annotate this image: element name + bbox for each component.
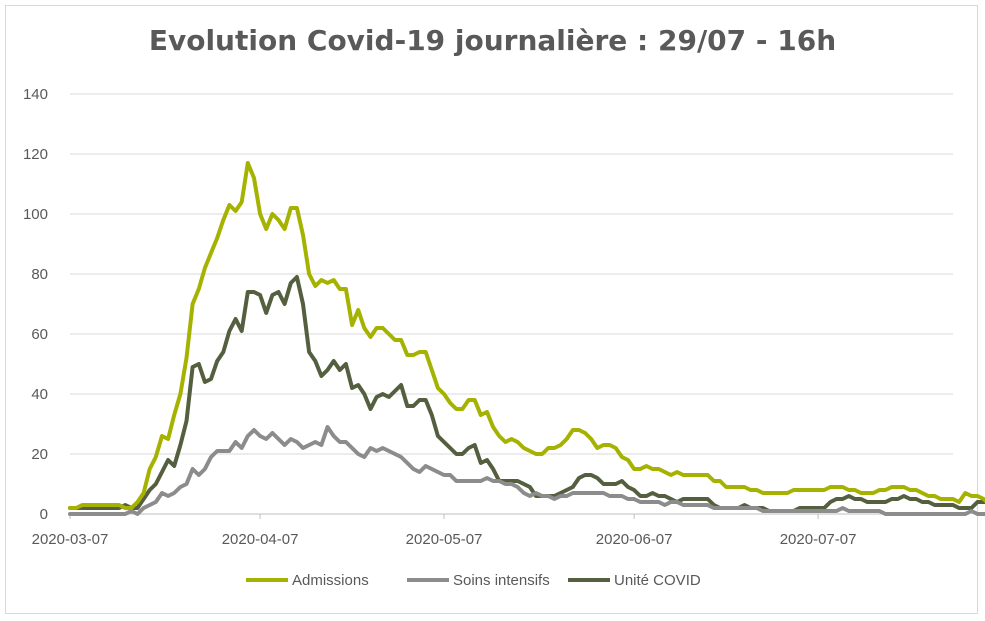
y-tick-label: 120 — [23, 146, 48, 163]
chart-title: Evolution Covid-19 journalière : 29/07 -… — [148, 24, 837, 57]
x-axis-tick-labels: 2020-03-07 2020-04-07 2020-05-07 2020-06-07… — [32, 531, 857, 548]
y-tick-label: 40 — [31, 386, 48, 403]
series-lines — [68, 161, 985, 516]
x-tick-label: 2020-05-07 — [406, 531, 483, 548]
y-tick-label: 0 — [40, 506, 48, 523]
y-tick-label: 60 — [31, 326, 48, 343]
legend-label: Soins intensifs — [453, 572, 550, 589]
x-tick-label: 2020-03-07 — [32, 531, 109, 548]
y-tick-label: 140 — [23, 86, 48, 103]
gridlines — [70, 93, 953, 455]
y-axis-tick-labels: 0 20 40 60 80 100 120 140 — [23, 86, 48, 523]
x-tick-label: 2020-04-07 — [222, 531, 299, 548]
y-tick-label: 80 — [31, 266, 48, 283]
legend-label: Admissions — [292, 572, 369, 589]
y-tick-label: 100 — [23, 206, 48, 223]
x-axis — [69, 513, 953, 519]
legend: Admissions Soins intensifs Unité COVID — [246, 572, 701, 589]
x-tick-label: 2020-07-07 — [780, 531, 857, 548]
x-tick-label: 2020-06-07 — [596, 531, 673, 548]
series-line-admissions — [68, 161, 985, 510]
y-tick-label: 20 — [31, 446, 48, 463]
series-line-soins-intensifs — [68, 425, 985, 516]
legend-label: Unité COVID — [614, 572, 701, 589]
